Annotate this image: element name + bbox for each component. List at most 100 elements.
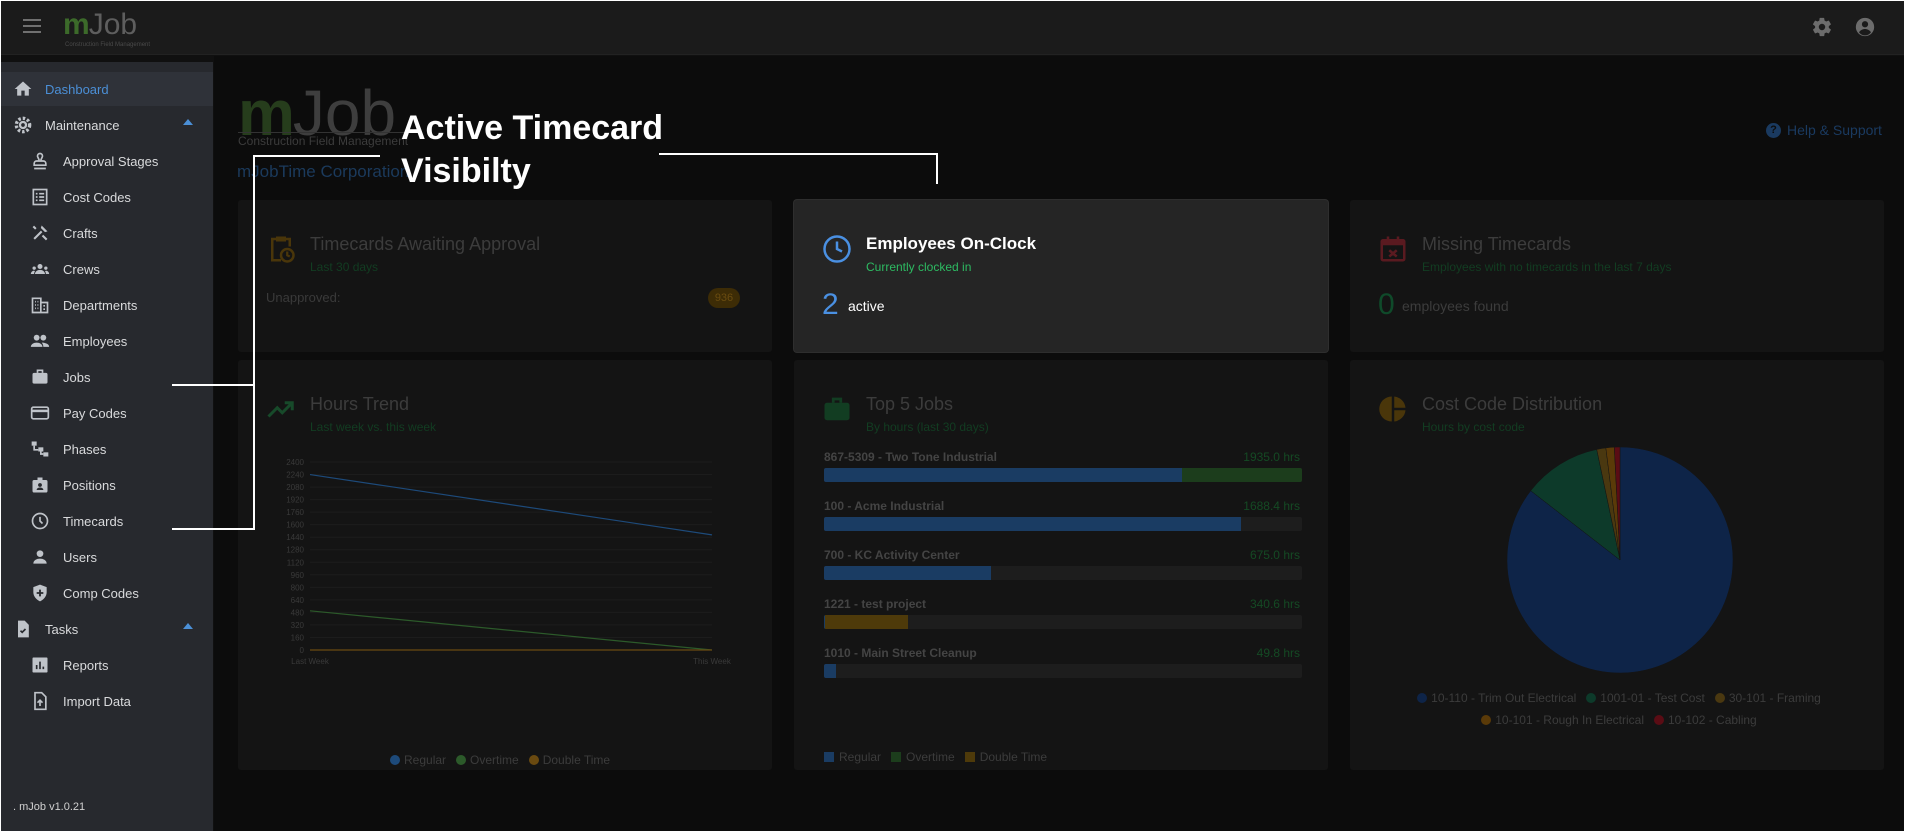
- card-subtitle: Last week vs. this week: [310, 420, 437, 434]
- series-line-regular[interactable]: [309, 473, 713, 536]
- legend-item[interactable]: Regular: [824, 750, 881, 764]
- card-title: Timecards Awaiting Approval: [310, 234, 541, 254]
- card-employees-on-clock[interactable]: Employees On-Clock Currently clocked in …: [794, 200, 1328, 352]
- job-bar-track[interactable]: [824, 664, 1302, 678]
- help-icon: ?: [1766, 122, 1781, 138]
- sidebar-item-import-data[interactable]: Import Data: [1, 684, 213, 718]
- card-subtitle: Currently clocked in: [866, 260, 972, 274]
- sidebar: Dashboard Maintenance Approval Stages Co…: [1, 62, 213, 831]
- legend-item[interactable]: 1001-01 - Test Cost: [1586, 691, 1705, 705]
- sidebar-item-positions[interactable]: Positions: [1, 468, 213, 502]
- sidebar-item-reports[interactable]: Reports: [1, 648, 213, 682]
- legend-label: 10-101 - Rough In Electrical: [1495, 713, 1644, 727]
- legend-item[interactable]: 10-110 - Trim Out Electrical: [1417, 691, 1576, 705]
- legend-item[interactable]: Overtime: [891, 750, 955, 764]
- menu-icon[interactable]: [23, 19, 41, 33]
- task-icon: [18, 620, 29, 638]
- sidebar-item-crews[interactable]: Crews: [1, 252, 213, 286]
- job-bar-track[interactable]: [824, 517, 1302, 531]
- pie-legend: 10-110 - Trim Out Electrical 1001-01 - T…: [1404, 691, 1844, 727]
- series-line-overtime[interactable]: [309, 610, 713, 651]
- hierarchy-icon: [31, 441, 49, 457]
- chart-icon: [32, 657, 48, 673]
- bar-segment-regular[interactable]: [824, 566, 991, 580]
- legend-item[interactable]: 30-101 - Framing: [1714, 691, 1821, 705]
- bar-segment-regular[interactable]: [824, 615, 826, 629]
- annotation-callout: Active Timecard Visibilty: [401, 107, 663, 193]
- sidebar-item-timecards[interactable]: Timecards: [1, 504, 213, 538]
- pie-chart-icon: [1379, 396, 1406, 422]
- sidebar-item-jobs[interactable]: Jobs: [1, 360, 213, 394]
- legend-label: 10-102 - Cabling: [1668, 713, 1757, 727]
- briefcase-icon: [32, 369, 48, 384]
- pie-slice[interactable]: [1530, 449, 1621, 561]
- jobs-legend: Regular Overtime Double Time: [824, 750, 1057, 764]
- legend-item[interactable]: Double Time: [528, 753, 610, 767]
- brand-job: Job: [292, 77, 397, 149]
- y-tick-label: 1920: [286, 496, 304, 505]
- unapproved-count-badge: 936: [708, 288, 740, 308]
- legend-label: Overtime: [470, 753, 519, 767]
- sidebar-item-label: Jobs: [63, 369, 91, 385]
- list-icon: [32, 188, 48, 206]
- on-clock-unit: active: [848, 298, 885, 314]
- sidebar-item-approval-stages[interactable]: Approval Stages: [1, 144, 213, 178]
- home-icon: [14, 81, 32, 96]
- card-hours-trend: Hours Trend Last week vs. this week 2400…: [238, 360, 772, 770]
- sidebar-item-maintenance[interactable]: Maintenance: [1, 108, 213, 142]
- chevron-up-icon[interactable]: [183, 119, 193, 125]
- card-timecards-awaiting[interactable]: Timecards Awaiting Approval Last 30 days…: [238, 200, 772, 352]
- y-tick-label: 1760: [286, 508, 304, 517]
- job-name: 100 - Acme Industrial: [824, 499, 945, 513]
- sidebar-item-comp-codes[interactable]: Comp Codes: [1, 576, 213, 610]
- legend-label: Overtime: [906, 750, 955, 764]
- job-bar-track[interactable]: [824, 615, 1302, 629]
- sidebar-item-cost-codes[interactable]: Cost Codes: [1, 180, 213, 214]
- callout-line-1: Active Timecard: [401, 109, 664, 147]
- sidebar-item-employees[interactable]: Employees: [1, 324, 213, 358]
- sidebar-item-departments[interactable]: Departments: [1, 288, 213, 322]
- brand-subtitle: Construction Field Management: [238, 134, 409, 148]
- legend-item[interactable]: Overtime: [456, 753, 519, 767]
- bar-segment-double-time[interactable]: [825, 615, 909, 629]
- card-missing-timecards[interactable]: Missing Timecards Employees with no time…: [1350, 200, 1884, 352]
- annotation-line: [172, 384, 255, 386]
- job-bar-track[interactable]: [824, 468, 1302, 482]
- help-support-link[interactable]: ? Help & Support: [1766, 122, 1882, 138]
- job-name: 700 - KC Activity Center: [824, 548, 960, 562]
- bar-segment-regular[interactable]: [824, 468, 1183, 482]
- legend-item[interactable]: Regular: [390, 753, 446, 767]
- people-icon: [30, 334, 50, 347]
- top-logo[interactable]: mJob Construction Field Management: [63, 8, 150, 48]
- bar-segment-regular[interactable]: [824, 517, 1242, 531]
- card-top-5-jobs: Top 5 Jobs By hours (last 30 days) 867-5…: [794, 360, 1328, 770]
- legend-item[interactable]: 10-101 - Rough In Electrical: [1481, 713, 1644, 727]
- tools-icon: [32, 225, 48, 241]
- missing-count: 0: [1378, 288, 1395, 321]
- y-tick-label: 160: [291, 633, 305, 642]
- chevron-up-icon[interactable]: [183, 623, 193, 629]
- gear-icon[interactable]: [1811, 16, 1833, 38]
- pie-slice[interactable]: [1614, 446, 1621, 561]
- job-bar-track[interactable]: [824, 566, 1302, 580]
- bar-segment-regular[interactable]: [824, 664, 837, 678]
- card-title: Hours Trend: [310, 394, 410, 414]
- y-tick-label: 640: [291, 596, 305, 605]
- brand-logo: mJob: [238, 76, 396, 150]
- sidebar-item-dashboard[interactable]: Dashboard: [1, 72, 213, 106]
- annotation-line: [172, 528, 255, 530]
- sidebar-item-phases[interactable]: Phases: [1, 432, 213, 466]
- version-label: . mJob v1.0.21: [13, 801, 86, 813]
- sidebar-item-tasks[interactable]: Tasks: [1, 612, 213, 646]
- job-name: 867-5309 - Two Tone Industrial: [824, 450, 997, 464]
- legend-item[interactable]: 10-102 - Cabling: [1654, 713, 1757, 727]
- account-circle-icon[interactable]: [1854, 16, 1876, 38]
- sidebar-item-users[interactable]: Users: [1, 540, 213, 574]
- bar-segment-overtime[interactable]: [1182, 468, 1302, 482]
- trending-up-icon: [267, 401, 294, 418]
- sidebar-item-crafts[interactable]: Crafts: [1, 216, 213, 250]
- legend-item[interactable]: Double Time: [964, 750, 1047, 764]
- y-tick-label: 320: [291, 621, 305, 630]
- sidebar-item-pay-codes[interactable]: Pay Codes: [1, 396, 213, 430]
- brand-divider: [238, 132, 408, 133]
